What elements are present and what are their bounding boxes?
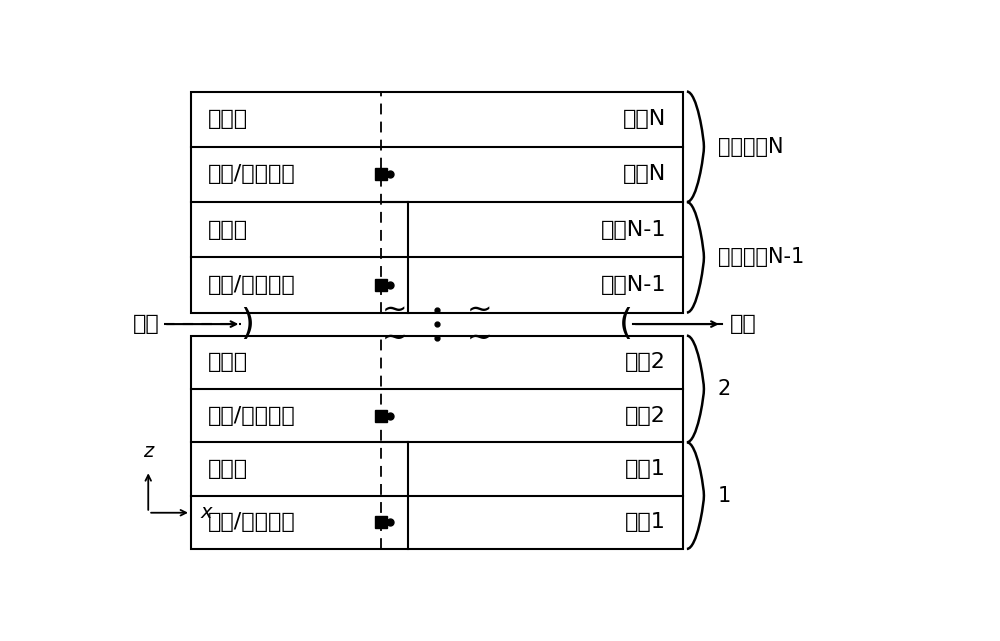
Text: ~: ~ xyxy=(382,296,407,325)
Text: 放大器: 放大器 xyxy=(208,459,248,479)
Text: 阵面N-1: 阵面N-1 xyxy=(600,220,666,240)
Text: x: x xyxy=(200,503,212,522)
Text: 输出: 输出 xyxy=(730,314,756,334)
Text: 阵面2: 阵面2 xyxy=(625,406,666,426)
Text: 合成阵面N-1: 合成阵面N-1 xyxy=(718,247,804,267)
Text: 阵面N-1: 阵面N-1 xyxy=(600,275,666,295)
Bar xyxy=(191,336,683,549)
Text: z: z xyxy=(143,442,153,461)
Text: 阵面N: 阵面N xyxy=(623,109,666,129)
Text: 阵面1: 阵面1 xyxy=(625,459,666,479)
Text: 输入: 输入 xyxy=(133,314,160,334)
Text: (: ( xyxy=(619,307,633,341)
Text: ~: ~ xyxy=(382,324,407,353)
Text: 功分/合成网络: 功分/合成网络 xyxy=(208,165,296,185)
Text: 功分/合成网络: 功分/合成网络 xyxy=(208,406,296,426)
Text: 放大器: 放大器 xyxy=(208,109,248,129)
Text: 放大器: 放大器 xyxy=(208,220,248,240)
Text: 1: 1 xyxy=(718,486,731,506)
Bar xyxy=(191,92,683,313)
Text: ~: ~ xyxy=(467,324,492,353)
Text: 放大器: 放大器 xyxy=(208,353,248,372)
Text: 功分/合成网络: 功分/合成网络 xyxy=(208,275,296,295)
Text: 阵面2: 阵面2 xyxy=(625,353,666,372)
Text: 阵面N: 阵面N xyxy=(623,165,666,185)
Text: 2: 2 xyxy=(718,379,731,399)
Text: 合成阵面N: 合成阵面N xyxy=(718,137,783,157)
Text: 阵面1: 阵面1 xyxy=(625,512,666,532)
Text: ): ) xyxy=(240,307,254,341)
Text: 功分/合成网络: 功分/合成网络 xyxy=(208,512,296,532)
Text: ~: ~ xyxy=(467,296,492,325)
